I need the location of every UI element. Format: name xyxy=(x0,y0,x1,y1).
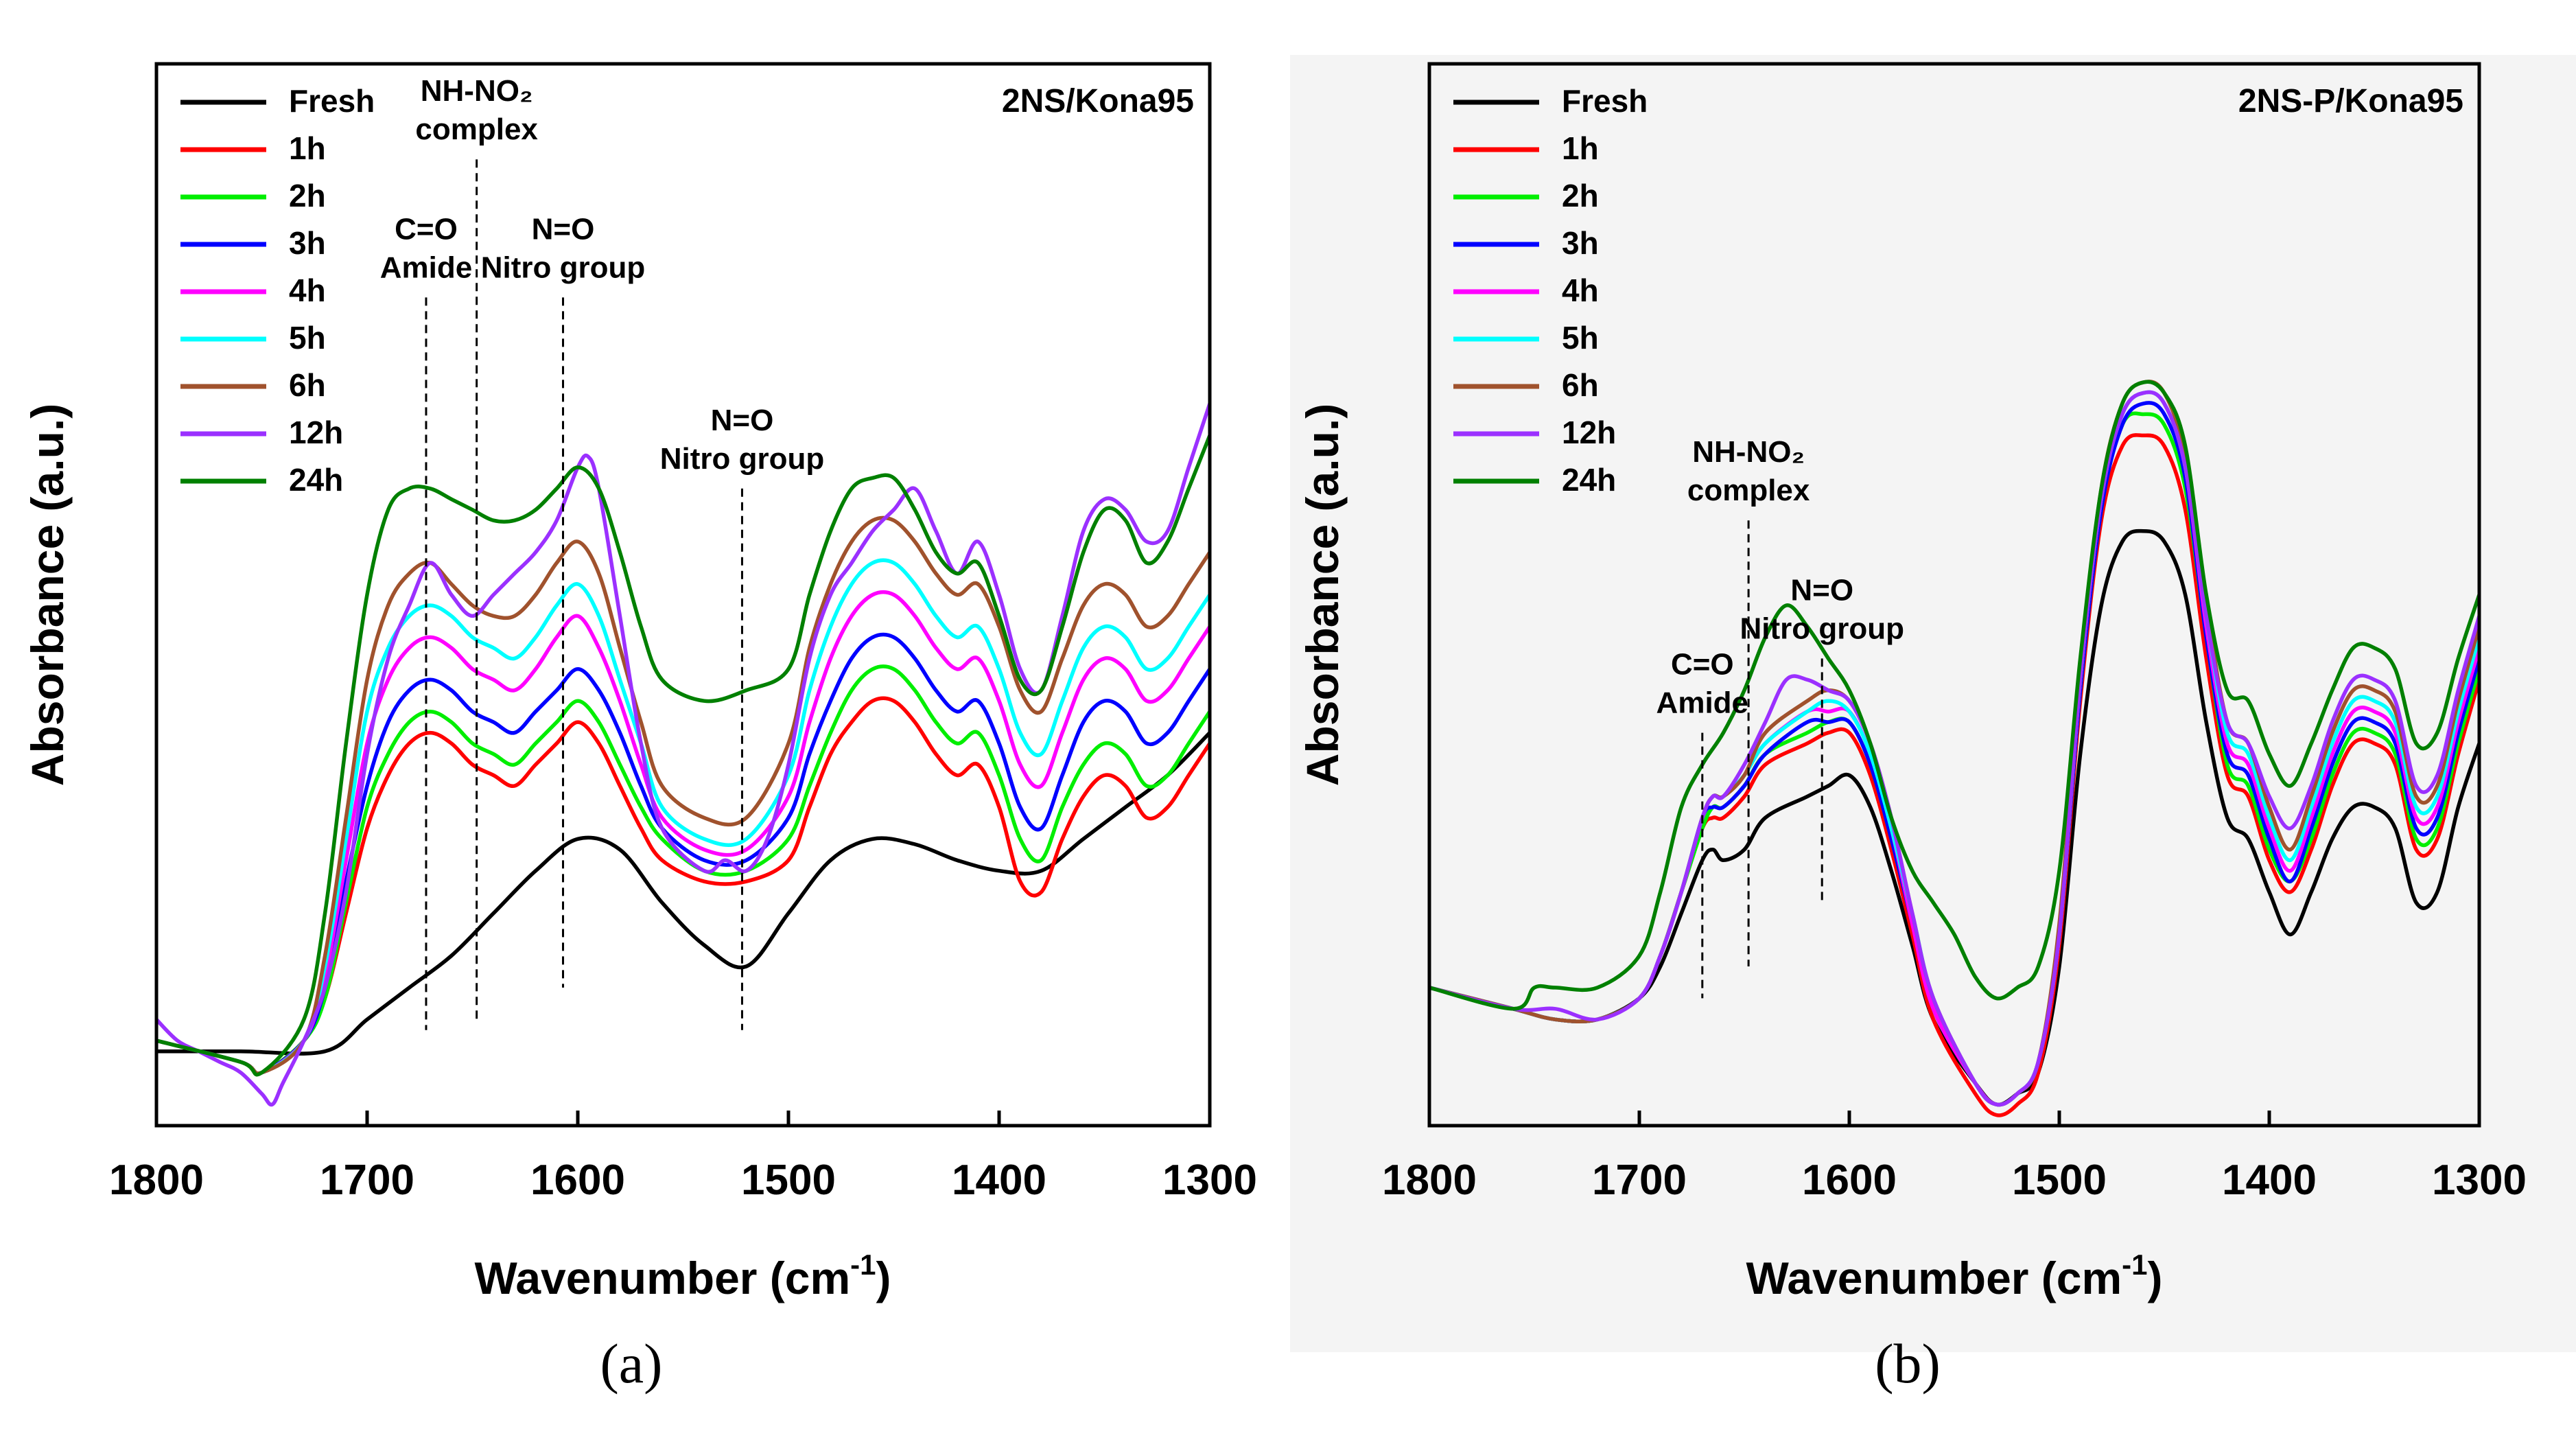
x-tick-label: 1800 xyxy=(109,1157,204,1204)
series-line-1h xyxy=(156,696,1210,1076)
legend-label-4h: 4h xyxy=(1562,272,1599,308)
x-axis-label: Wavenumber (cm-1) xyxy=(1746,1249,2162,1303)
x-tick-label: 1300 xyxy=(1162,1157,1257,1204)
x-tick-label: 1600 xyxy=(530,1157,625,1204)
x-tick-label: 1800 xyxy=(1382,1157,1477,1204)
plot-frame xyxy=(154,62,1212,1128)
x-tick-label: 1500 xyxy=(2012,1157,2107,1204)
legend-label-2h: 2h xyxy=(1562,178,1599,213)
plot-frame xyxy=(1427,62,2481,1128)
series-line-12h xyxy=(156,403,1210,1107)
legend-label-12h: 12h xyxy=(289,415,343,450)
legend-label-4h: 4h xyxy=(289,272,326,308)
x-tick-label: 1300 xyxy=(2432,1157,2527,1204)
x-tick-label: 1400 xyxy=(2222,1157,2317,1204)
chart-title: 2NS-P/Kona95 xyxy=(2238,83,2463,119)
x-tick-label: 1500 xyxy=(741,1157,836,1204)
legend-label-2h: 2h xyxy=(289,178,326,213)
annotation-label-2: NH-NO₂ complex xyxy=(1687,435,1810,507)
series-group xyxy=(156,403,1210,1107)
legend-label-6h: 6h xyxy=(289,367,326,403)
legend-label-1h: 1h xyxy=(289,130,326,166)
legend-label-24h: 24h xyxy=(1562,462,1616,498)
legend-label-6h: 6h xyxy=(1562,367,1599,403)
legend-label-12h: 12h xyxy=(1562,415,1616,450)
legend-label-5h: 5h xyxy=(289,320,326,356)
annotation-label-1: C=O Amide xyxy=(1656,648,1748,720)
annotation-label-3: N=O Nitro group xyxy=(1740,573,1904,645)
series-line-6h xyxy=(156,515,1210,1076)
annotation-label-3: N=O Nitro group xyxy=(481,212,646,284)
legend-label-fresh: Fresh xyxy=(1562,83,1648,119)
series-line-24h xyxy=(1429,380,2479,1011)
x-axis-label: Wavenumber (cm-1) xyxy=(474,1249,891,1303)
legend-label-24h: 24h xyxy=(289,462,343,498)
annotation-label-2: NH-NO₂ complex xyxy=(415,74,538,146)
series-line-5h xyxy=(156,558,1210,1076)
x-tick-label: 1700 xyxy=(320,1157,414,1204)
panel-b-background xyxy=(1290,55,2576,1352)
series-line-3h xyxy=(156,632,1210,1076)
annotation-label-1: C=O Amide xyxy=(380,212,472,284)
y-axis-label: Absorbance (a.u.) xyxy=(1297,404,1348,786)
series-group xyxy=(1429,380,2479,1117)
x-tick-label: 1700 xyxy=(1592,1157,1687,1204)
legend-label-5h: 5h xyxy=(1562,320,1599,356)
series-line-24h xyxy=(156,434,1210,1077)
caption-a: (a) xyxy=(600,1332,663,1395)
series-line-4h xyxy=(156,590,1210,1076)
series-line-fresh xyxy=(156,731,1210,1056)
legend-label-1h: 1h xyxy=(1562,130,1599,166)
chart-panel-a: C=O Amide NH-NO₂ complex N=O Nitro group N=O Ni… xyxy=(22,62,1257,1303)
y-axis-label: Absorbance (a.u.) xyxy=(22,404,73,786)
caption-b: (b) xyxy=(1875,1332,1941,1395)
series-line-12h xyxy=(1429,390,2479,1107)
chart-panel-b: C=O Amide NH-NO₂ complex N=O Nitro group 1800 1… xyxy=(1297,62,2527,1303)
x-tick-label: 1400 xyxy=(952,1157,1046,1204)
legend-label-fresh: Fresh xyxy=(289,83,375,119)
x-tick-label: 1600 xyxy=(1802,1157,1897,1204)
legend-label-3h: 3h xyxy=(289,225,326,261)
annotation-label-4: N=O Nitro group xyxy=(660,404,825,476)
chart-title: 2NS/Kona95 xyxy=(1002,83,1194,119)
legend-label-3h: 3h xyxy=(1562,225,1599,261)
series-line-fresh xyxy=(1429,529,2479,1107)
